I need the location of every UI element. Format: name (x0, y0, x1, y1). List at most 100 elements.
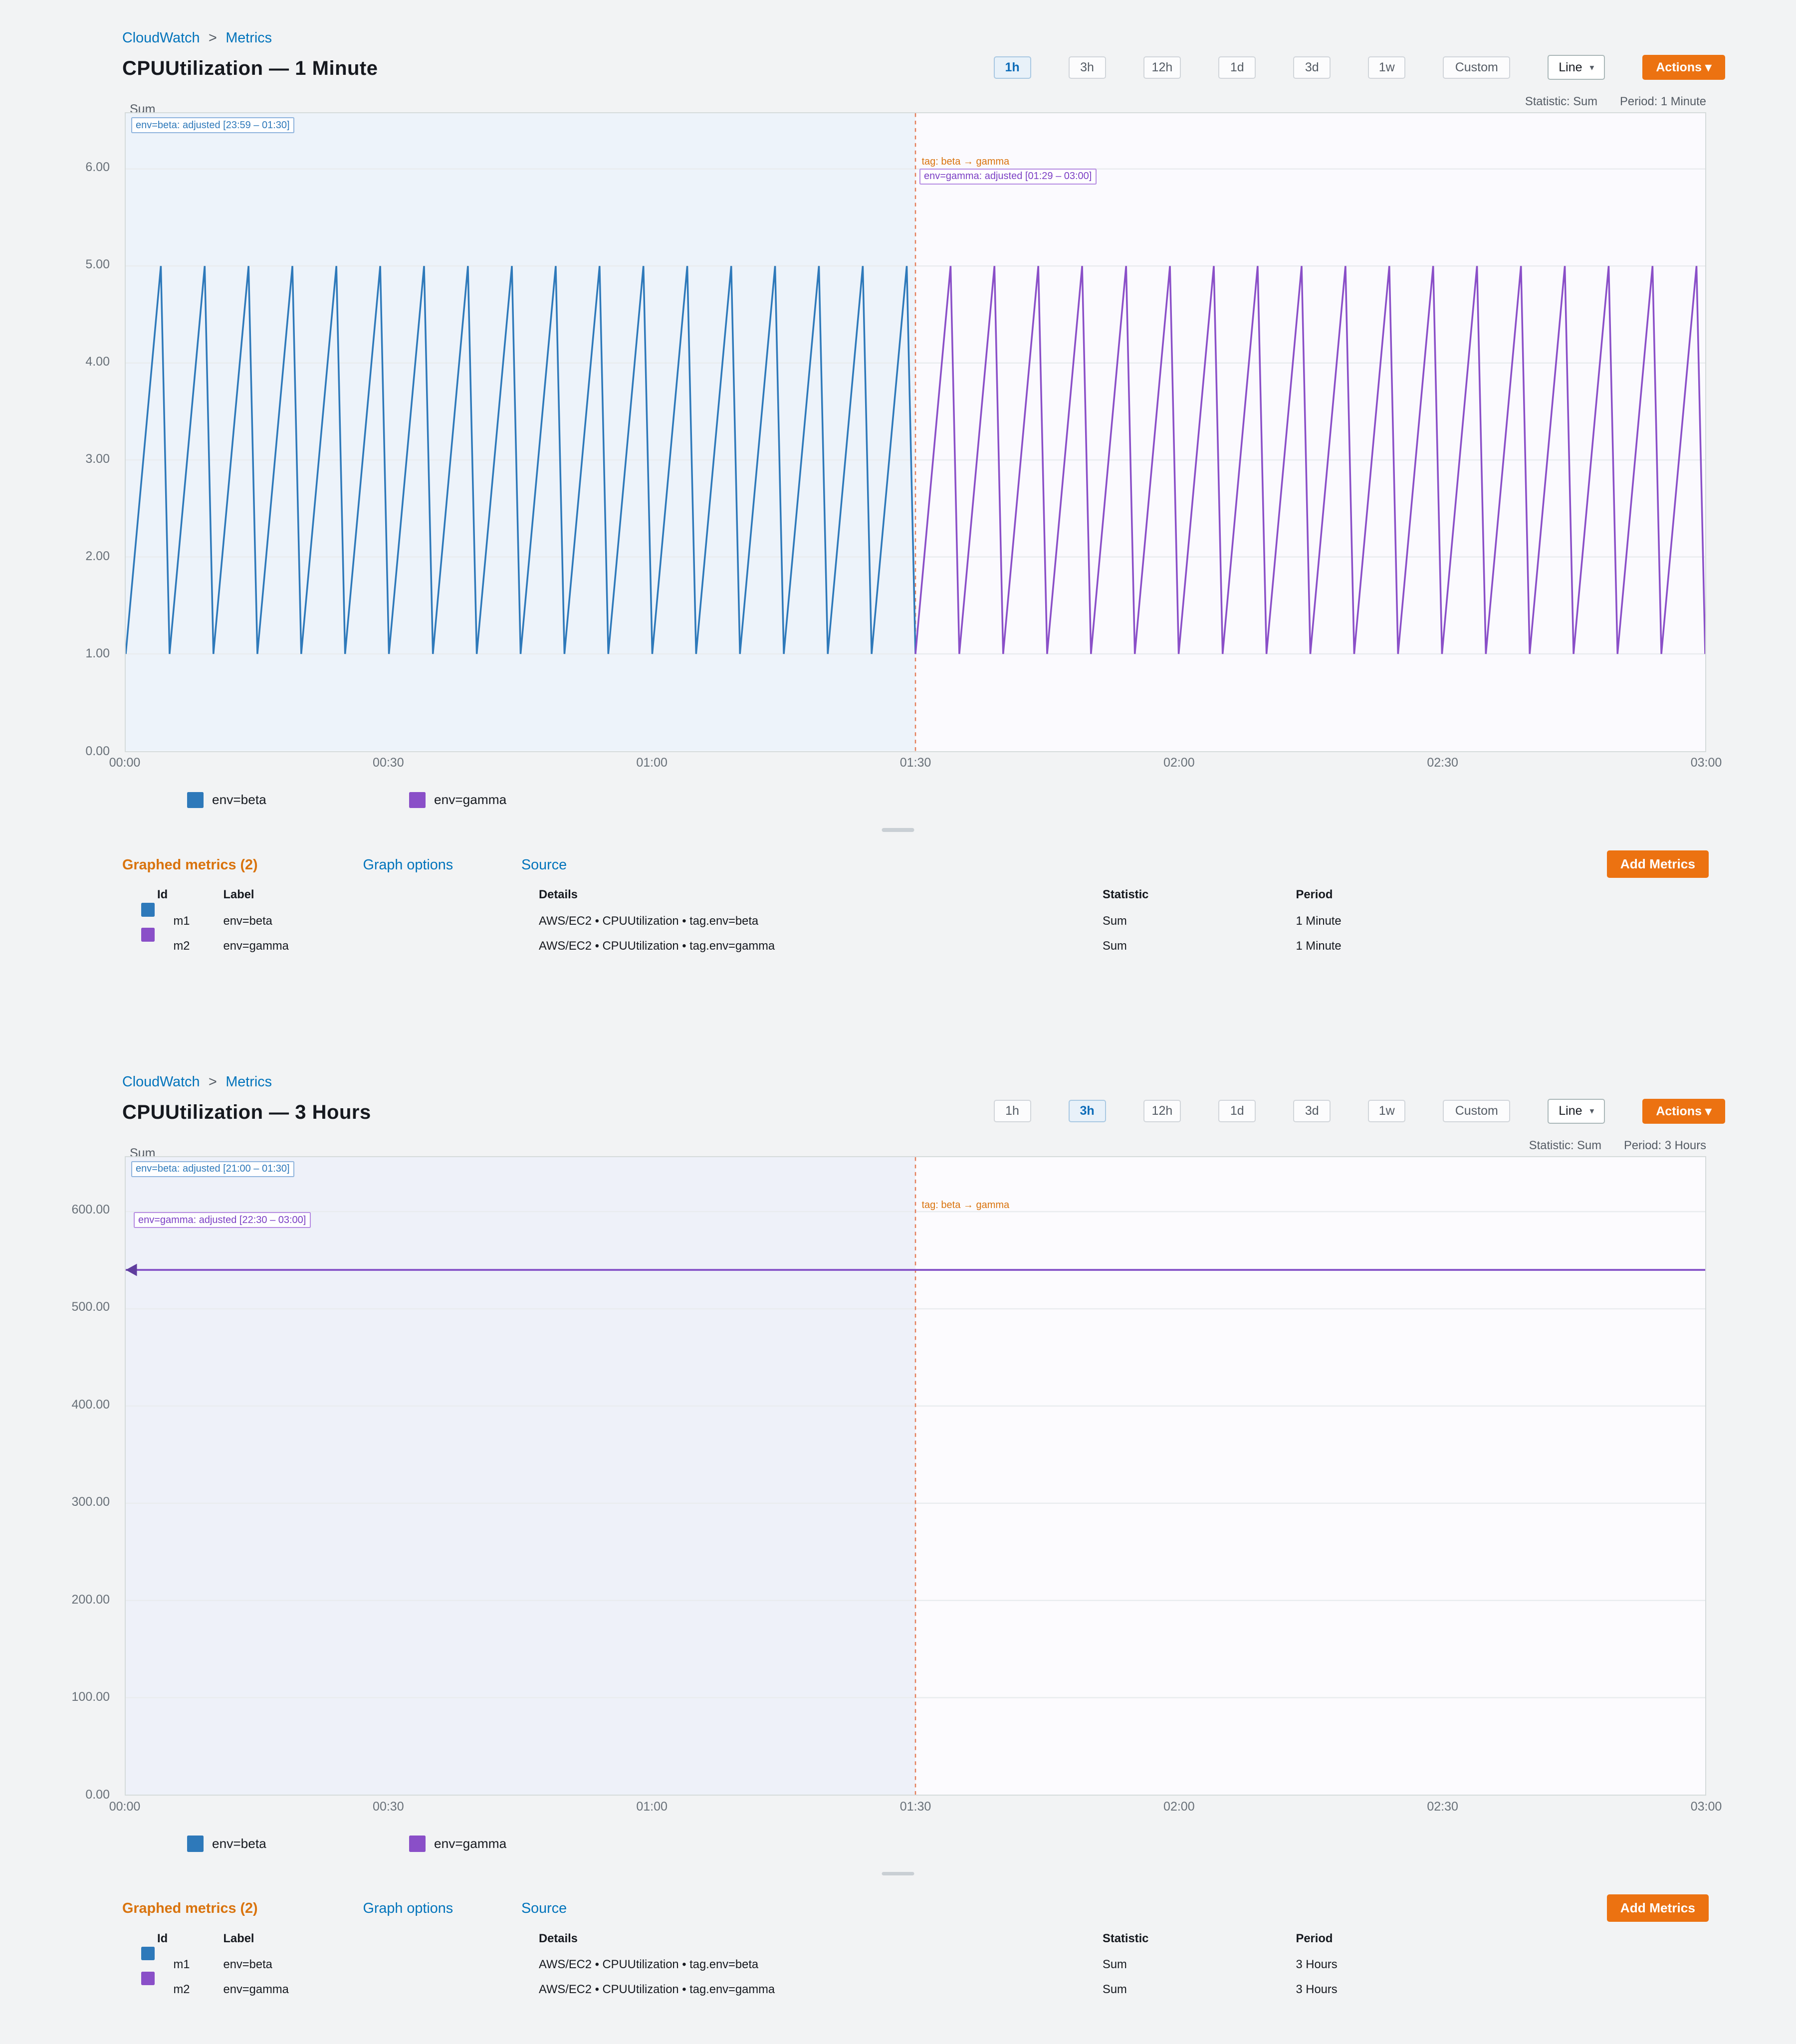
legend-item-beta[interactable]: env=beta (187, 1836, 266, 1852)
cell-details: AWS/EC2 • CPUUtilization • tag.env=beta (539, 1958, 759, 1971)
annotation-env-beta: env=beta: adjusted [23:59 – 01:30] (131, 117, 295, 133)
y-tick-label: 0.00 (85, 744, 110, 758)
x-tick-label: 01:00 (636, 756, 668, 770)
annotation-tag-change: tag: beta → gamma (921, 156, 1010, 167)
x-tick-label: 03:00 (1690, 756, 1722, 770)
x-tick-label: 03:00 (1690, 1799, 1722, 1814)
graphed-metrics-tab[interactable]: Graphed metrics (2) (122, 1900, 258, 1916)
time-range-1w[interactable]: 1w (1368, 1100, 1406, 1122)
time-range-3d[interactable]: 3d (1293, 1100, 1331, 1122)
x-tick-label: 02:00 (1163, 756, 1195, 770)
graph-options-tab[interactable]: Graph options (363, 1900, 453, 1916)
cell-statistic: Sum (1103, 914, 1127, 928)
metric-color-swatch-icon (141, 928, 155, 942)
x-tick-label: 00:30 (373, 1799, 404, 1814)
cell-details: AWS/EC2 • CPUUtilization • tag.env=gamma (539, 1983, 775, 1996)
time-range-1d[interactable]: 1d (1218, 56, 1256, 79)
resize-handle[interactable] (882, 1871, 914, 1875)
legend-item-gamma[interactable]: env=gamma (409, 792, 507, 808)
cell-label: env=beta (223, 1958, 272, 1971)
cell-period: 3 Hours (1296, 1958, 1338, 1971)
x-tick-label: 01:30 (899, 756, 931, 770)
add-metrics-button[interactable]: Add Metrics (1606, 1894, 1709, 1922)
x-tick-label: 00:30 (373, 756, 404, 770)
page-title: CPUUtilization — 3 Hours (122, 1101, 371, 1123)
breadcrumb-cloudwatch-link[interactable]: CloudWatch (122, 30, 200, 46)
metrics-line-chart[interactable] (125, 112, 1706, 752)
table-row-m1[interactable]: m1 env=beta AWS/EC2 • CPUUtilization • t… (0, 903, 1796, 934)
header-details: Details (539, 1931, 578, 1945)
y-axis: 0.00 100.00 200.00 300.00 400.00 500.00 600.00 (37, 1156, 117, 1802)
legend-swatch-beta-icon (187, 792, 204, 808)
time-range-3h[interactable]: 3h (1068, 56, 1106, 79)
header-label: Label (223, 888, 254, 901)
actions-button[interactable]: Actions ▾ (1642, 1098, 1725, 1124)
statistic-text: Statistic: Sum (1529, 1138, 1601, 1152)
time-range-1h[interactable]: 1h (993, 56, 1031, 79)
legend-swatch-gamma-icon (409, 1836, 426, 1852)
cell-details: AWS/EC2 • CPUUtilization • tag.env=gamma (539, 939, 775, 953)
statistic-text: Statistic: Sum (1525, 95, 1598, 108)
breadcrumb-metrics-link[interactable]: Metrics (225, 30, 272, 46)
table-row-m2[interactable]: m2 env=gamma AWS/EC2 • CPUUtilization • … (0, 928, 1796, 959)
legend-item-beta[interactable]: env=beta (187, 792, 266, 808)
chart-type-label: Line (1559, 1104, 1582, 1118)
x-tick-label: 00:00 (109, 1799, 141, 1814)
graph-options-tab[interactable]: Graph options (363, 856, 453, 873)
y-tick-label: 600.00 (71, 1203, 110, 1217)
resize-handle[interactable] (882, 828, 914, 832)
cell-statistic: Sum (1103, 1983, 1127, 1996)
chart-type-dropdown[interactable]: Line ▾ (1548, 55, 1605, 80)
table-row-m1[interactable]: m1 env=beta AWS/EC2 • CPUUtilization • t… (0, 1946, 1796, 1978)
statistic-period-info: Statistic: Sum Period: 3 Hours (1529, 1139, 1706, 1153)
actions-button[interactable]: Actions ▾ (1642, 55, 1725, 80)
y-tick-label: 6.00 (85, 160, 110, 175)
time-range-1h[interactable]: 1h (993, 1100, 1031, 1122)
add-metrics-button[interactable]: Add Metrics (1606, 850, 1709, 878)
cell-period: 1 Minute (1296, 939, 1342, 953)
graphed-metrics-tab[interactable]: Graphed metrics (2) (122, 856, 258, 873)
header-id: Id (157, 888, 168, 901)
page-title: CPUUtilization — 1 Minute (122, 57, 378, 79)
cell-id: m2 (173, 1983, 190, 1996)
time-range-1w[interactable]: 1w (1368, 56, 1406, 79)
period-text: Period: 3 Hours (1623, 1138, 1706, 1152)
legend-label: env=gamma (434, 792, 507, 808)
time-range-3d[interactable]: 3d (1293, 56, 1331, 79)
time-range-12h[interactable]: 12h (1143, 1100, 1181, 1122)
header-statistic: Statistic (1103, 888, 1149, 901)
time-range-custom[interactable]: Custom (1443, 56, 1511, 79)
cell-statistic: Sum (1103, 939, 1127, 953)
header-period: Period (1296, 1931, 1333, 1945)
header-label: Label (223, 1931, 254, 1945)
y-tick-label: 300.00 (71, 1495, 110, 1509)
legend-swatch-beta-icon (187, 1836, 204, 1852)
legend-label: env=beta (212, 792, 266, 808)
breadcrumb-separator: > (209, 30, 217, 46)
time-range-custom[interactable]: Custom (1443, 1100, 1511, 1122)
time-range-1d[interactable]: 1d (1218, 1100, 1256, 1122)
chart-type-label: Line (1559, 60, 1582, 74)
annotation-env-gamma: env=gamma: adjusted [22:30 – 03:00] (133, 1212, 311, 1228)
header-id: Id (157, 1931, 168, 1945)
breadcrumb-cloudwatch-link[interactable]: CloudWatch (122, 1073, 200, 1090)
legend-label: env=gamma (434, 1836, 507, 1851)
metrics-panel-3-hours: CloudWatch > Metrics CPUUtilization — 3 Ho… (0, 1044, 1796, 2044)
breadcrumb: CloudWatch > Metrics (122, 1074, 272, 1090)
x-tick-label: 02:30 (1427, 756, 1458, 770)
metrics-line-chart[interactable] (125, 1156, 1706, 1796)
cell-statistic: Sum (1103, 1958, 1127, 1971)
x-axis: 00:00 00:30 01:00 01:30 02:00 02:30 03:00 (109, 1799, 1722, 1817)
legend-item-gamma[interactable]: env=gamma (409, 1836, 506, 1852)
table-row-m2[interactable]: m2 env=gamma AWS/EC2 • CPUUtilization • … (0, 1971, 1796, 2003)
time-range-3h[interactable]: 3h (1068, 1100, 1106, 1122)
breadcrumb-metrics-link[interactable]: Metrics (225, 1073, 272, 1090)
chart-type-dropdown[interactable]: Line ▾ (1548, 1098, 1605, 1124)
source-tab[interactable]: Source (521, 856, 567, 873)
time-range-12h[interactable]: 12h (1143, 56, 1181, 79)
x-tick-label: 02:00 (1163, 1799, 1195, 1814)
cell-label: env=gamma (223, 1983, 289, 1996)
x-tick-label: 01:00 (636, 1799, 668, 1814)
source-tab[interactable]: Source (521, 1900, 567, 1916)
y-tick-label: 0.00 (85, 1788, 110, 1802)
